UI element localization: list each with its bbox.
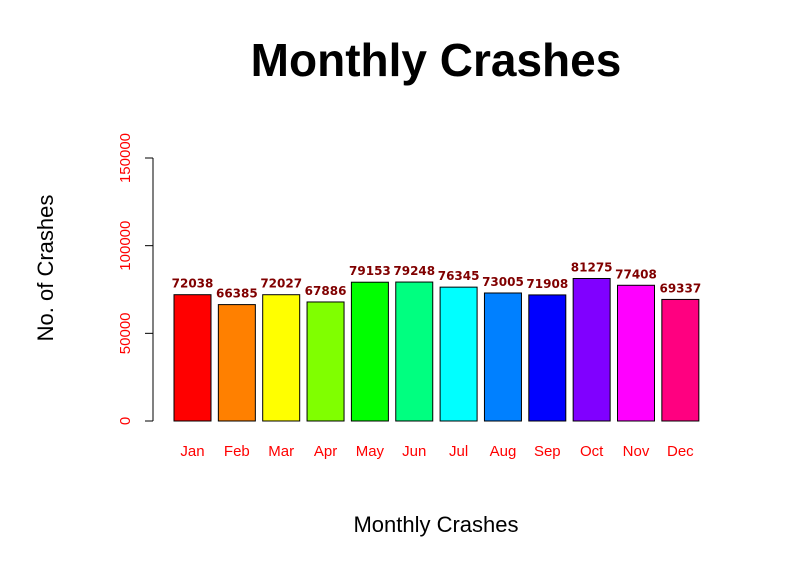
data-label-oct: 81275 (571, 260, 613, 274)
category-label-oct: Oct (580, 443, 604, 460)
bar-aug (483, 292, 522, 422)
bar-jun (395, 281, 434, 422)
data-label-apr: 67886 (305, 284, 347, 298)
bar-may (350, 281, 389, 422)
category-label-mar: Mar (268, 443, 294, 460)
bar-dec (661, 298, 700, 422)
category-label-aug: Aug (490, 443, 517, 460)
category-label-feb: Feb (224, 443, 250, 460)
data-label-feb: 66385 (216, 287, 258, 301)
category-labels: Jan Feb Mar Apr May Jun Jul Aug Sep Oct Nov Dec (180, 443, 694, 460)
category-label-jun: Jun (402, 443, 426, 460)
bar-jan (173, 294, 212, 422)
category-label-apr: Apr (314, 443, 337, 460)
category-label-sep: Sep (534, 443, 561, 460)
y-tick-label: 50000 (117, 312, 134, 354)
y-tick-label: 0 (117, 417, 134, 425)
data-label-may: 79153 (349, 264, 391, 278)
bar-oct (572, 277, 611, 422)
bar-jul (439, 286, 478, 422)
bar-sep (528, 294, 567, 422)
bar-nov (617, 284, 655, 422)
bar-apr (306, 301, 345, 422)
bar-feb (217, 304, 256, 422)
category-label-nov: Nov (623, 443, 650, 460)
category-label-dec: Dec (667, 443, 694, 460)
data-label-nov: 77408 (615, 267, 657, 281)
y-tick-label: 150000 (117, 133, 134, 183)
data-label-aug: 73005 (482, 275, 524, 289)
y-axis: 0 50000 100000 150000 (117, 133, 154, 425)
data-label-dec: 69337 (659, 281, 701, 295)
category-label-may: May (356, 443, 385, 460)
data-label-sep: 71908 (526, 277, 568, 291)
y-axis-label: No. of Crashes (33, 195, 58, 342)
category-label-jan: Jan (180, 443, 204, 460)
data-label-jul: 76345 (438, 269, 480, 283)
bars (173, 277, 700, 422)
chart-title: Monthly Crashes (251, 34, 622, 86)
y-tick-label: 100000 (117, 221, 134, 271)
data-label-mar: 72027 (260, 277, 302, 291)
data-label-jan: 72038 (172, 277, 214, 291)
category-label-jul: Jul (449, 443, 468, 460)
x-axis-label: Monthly Crashes (353, 512, 518, 537)
bar-mar (262, 294, 301, 422)
data-label-jun: 79248 (393, 264, 435, 278)
